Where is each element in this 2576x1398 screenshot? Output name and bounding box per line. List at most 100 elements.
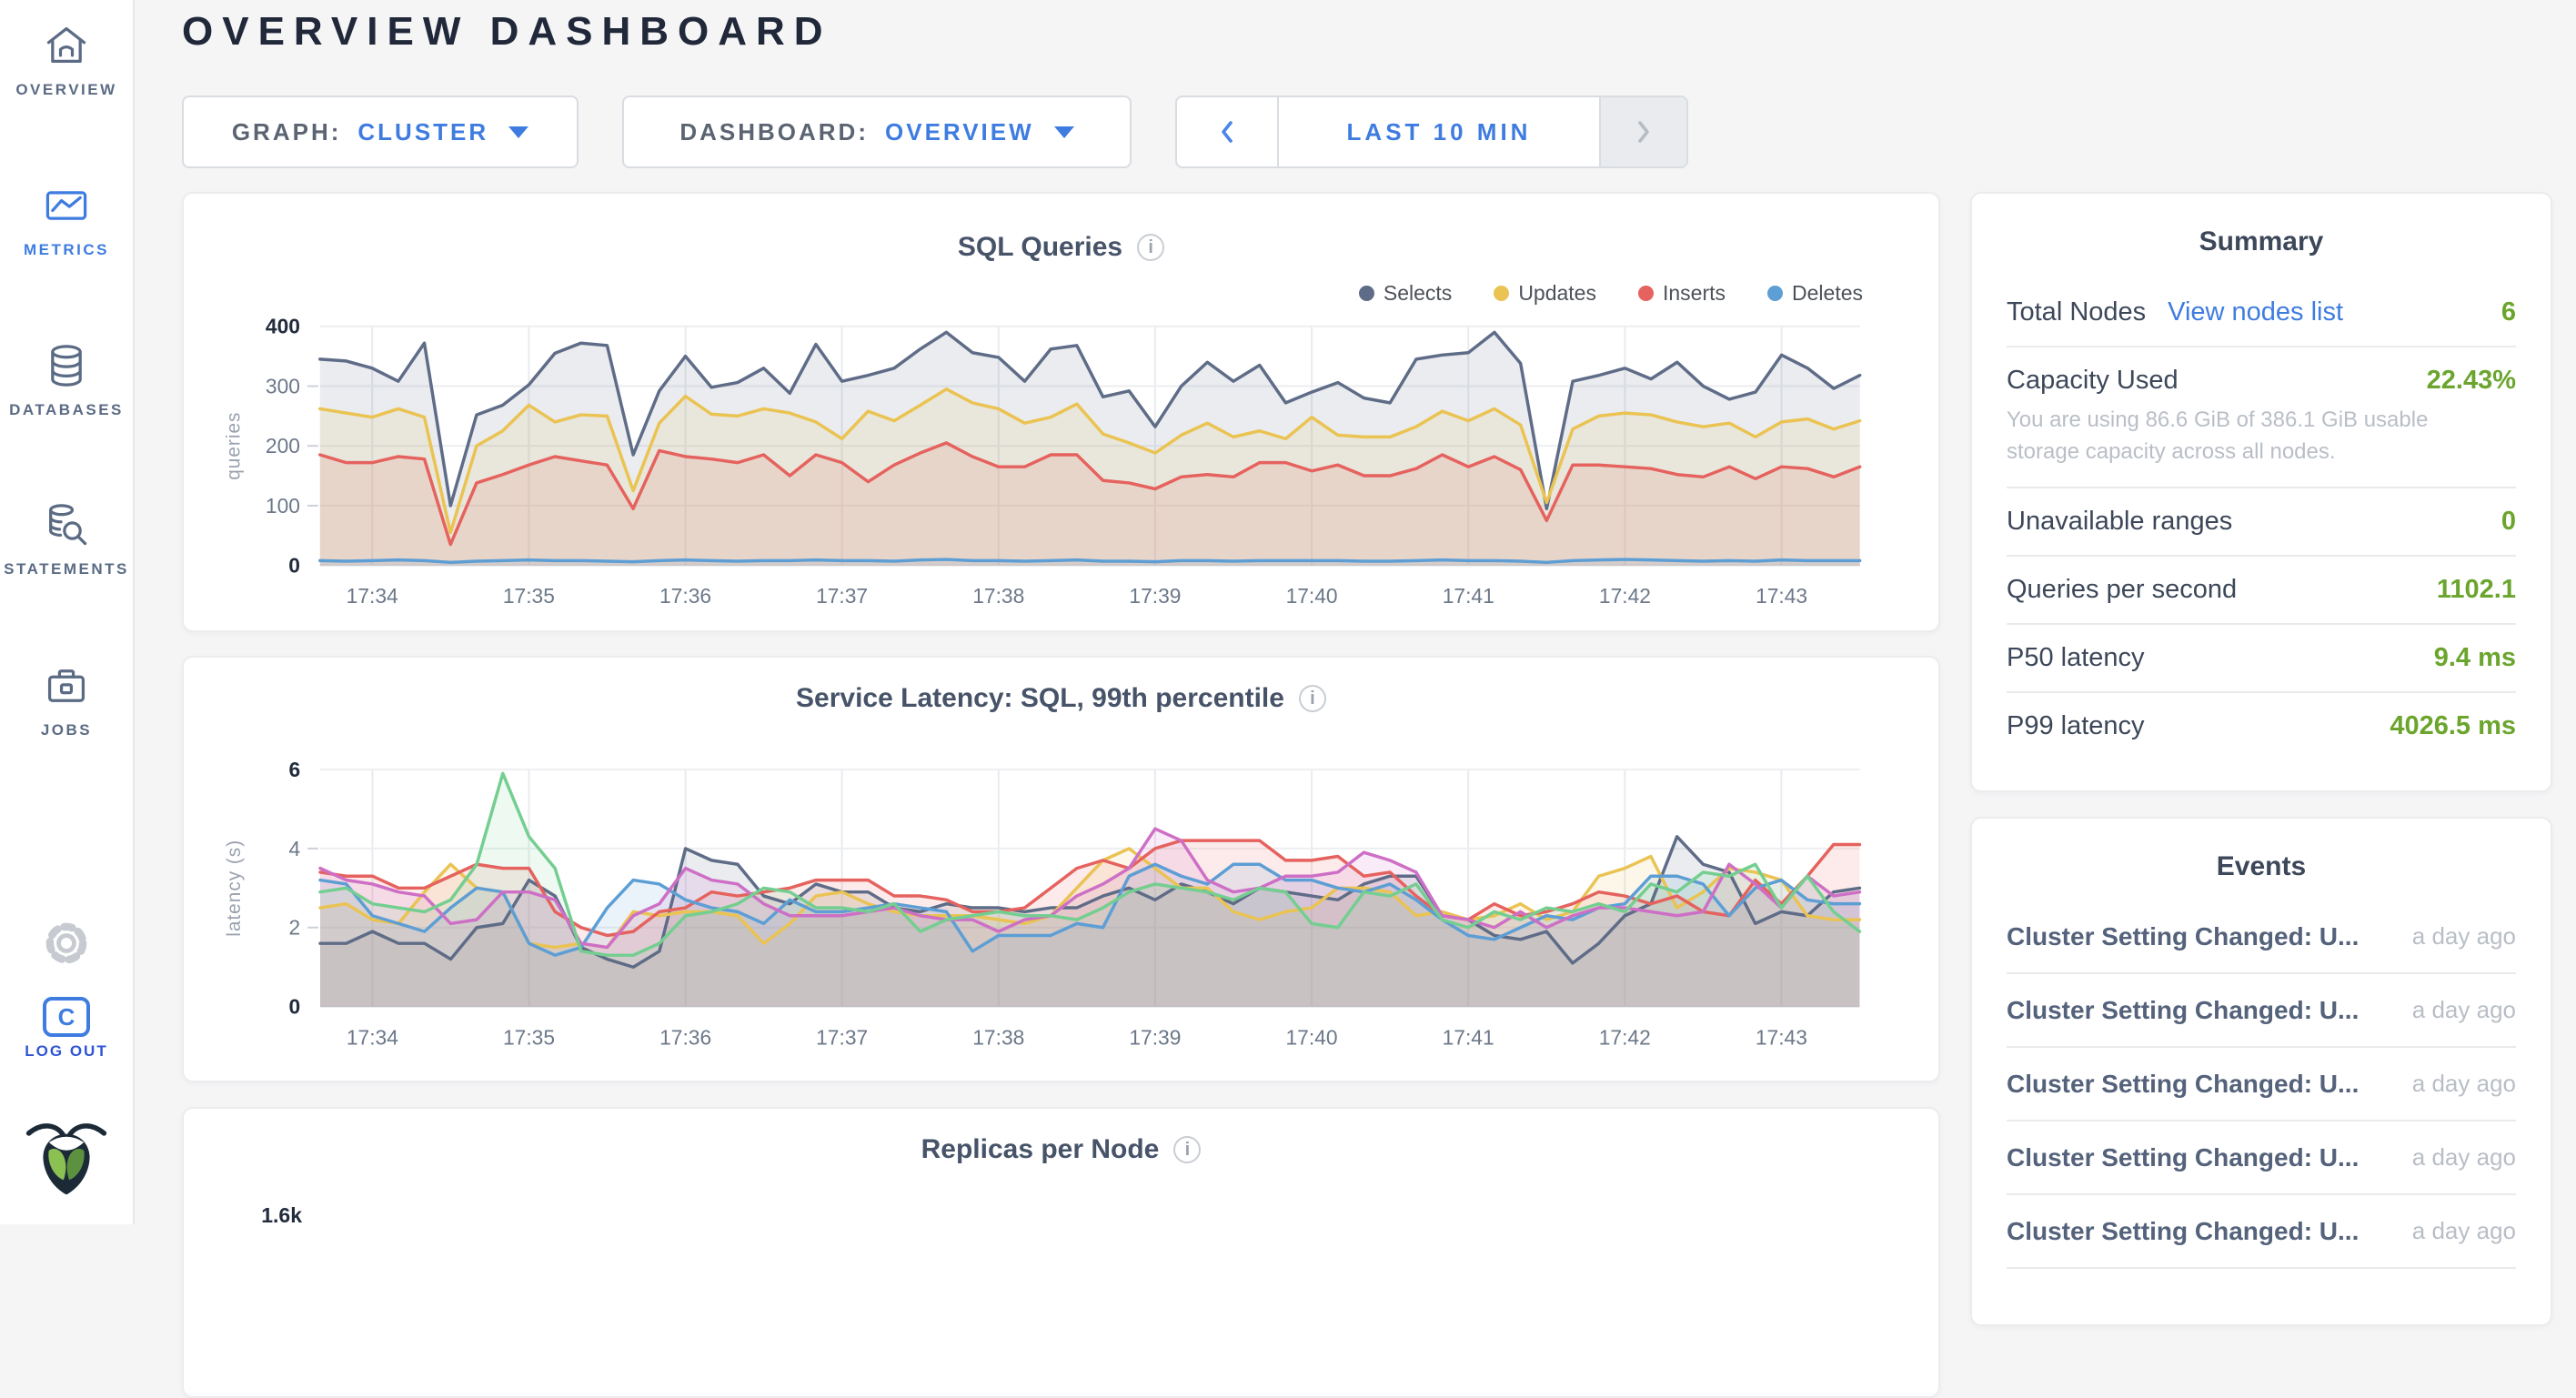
summary-row-label: Capacity Used: [2007, 366, 2179, 395]
summary-row: Capacity Used 22.43% You are using 86.6 Gi…: [2007, 347, 2516, 488]
time-prev-button[interactable]: [1177, 97, 1279, 166]
event-title: Cluster Setting Changed: U...: [2007, 1216, 2360, 1245]
event-title: Cluster Setting Changed: U...: [2007, 995, 2360, 1024]
sidebar-item-databases[interactable]: DATABASES: [0, 342, 133, 419]
sql-queries-chart[interactable]: 17:34 17:35 17:36 17:37 17:38 17:39 17:40 17:41…: [184, 194, 1938, 630]
summary-row-label: P99 latency: [2007, 710, 2145, 740]
event-timestamp: a day ago: [2411, 1217, 2516, 1244]
summary-row: Queries per second 1102.1: [2007, 557, 2516, 625]
time-range-button[interactable]: LAST 10 MIN: [1346, 117, 1532, 146]
svg-text:17:43: 17:43: [1756, 1025, 1807, 1049]
chevron-left-icon: [1222, 121, 1233, 143]
svg-text:2: 2: [289, 916, 301, 940]
logout-label: LOG OUT: [25, 1042, 108, 1060]
svg-text:17:41: 17:41: [1443, 1025, 1494, 1049]
svg-text:17:39: 17:39: [1129, 584, 1181, 608]
legend-dot-icon: [1637, 286, 1654, 301]
summary-row-subtext: You are using 86.6 GiB of 386.1 GiB usab…: [2007, 407, 2429, 464]
info-icon[interactable]: i: [1173, 1136, 1202, 1163]
time-next-button-disabled[interactable]: [1599, 97, 1686, 166]
graph-dropdown-value: CLUSTER: [357, 117, 489, 146]
svg-text:0: 0: [288, 554, 300, 578]
summary-row-value: 6: [2501, 297, 2516, 327]
event-row[interactable]: Cluster Setting Changed: U... a day ago: [2007, 1048, 2516, 1121]
legend-label: Selects: [1383, 281, 1453, 305]
dashboard-dropdown-value: OVERVIEW: [885, 117, 1034, 146]
sidebar-item-metrics[interactable]: METRICS: [0, 182, 133, 259]
home-icon: [43, 26, 90, 73]
database-icon: [43, 345, 90, 393]
svg-text:17:40: 17:40: [1286, 584, 1338, 608]
event-row[interactable]: Cluster Setting Changed: U... a day ago: [2007, 1121, 2516, 1195]
graph-dropdown[interactable]: GRAPH: CLUSTER: [182, 96, 579, 168]
info-icon[interactable]: i: [1298, 685, 1326, 712]
time-range-selector: LAST 10 MIN: [1175, 96, 1688, 168]
events-title: Events: [2216, 851, 2307, 881]
svg-text:17:42: 17:42: [1599, 584, 1651, 608]
event-row[interactable]: Cluster Setting Changed: U... a day ago: [2007, 974, 2516, 1048]
gear-icon: [40, 922, 93, 973]
legend-label: Updates: [1518, 281, 1596, 305]
logout-button[interactable]: C LOG OUT: [0, 997, 133, 1061]
statements-icon: [43, 504, 90, 552]
chevron-right-icon: [1638, 121, 1649, 143]
legend-item-selects[interactable]: Selects: [1358, 281, 1453, 306]
dashboard-dropdown[interactable]: DASHBOARD: OVERVIEW: [622, 96, 1132, 168]
settings-button[interactable]: [0, 917, 133, 974]
event-timestamp: a day ago: [2411, 996, 2516, 1023]
svg-text:17:34: 17:34: [347, 584, 398, 608]
legend-dot-icon: [1358, 286, 1374, 301]
svg-text:200: 200: [266, 434, 300, 458]
legend-label: Inserts: [1662, 281, 1726, 305]
event-timestamp: a day ago: [2411, 922, 2516, 950]
event-row[interactable]: Cluster Setting Changed: U... a day ago: [2007, 900, 2516, 974]
event-timestamp: a day ago: [2411, 1070, 2516, 1097]
cockroachdb-logo-icon: [0, 1115, 133, 1203]
summary-row-label: Unavailable ranges: [2007, 506, 2233, 536]
legend-item-inserts[interactable]: Inserts: [1637, 281, 1726, 306]
summary-row-value: 22.43%: [2426, 366, 2516, 395]
svg-text:latency (s): latency (s): [224, 840, 245, 937]
view-nodes-list-link[interactable]: View nodes list: [2168, 297, 2344, 327]
svg-text:17:43: 17:43: [1756, 584, 1807, 608]
svg-text:17:36: 17:36: [659, 1025, 711, 1049]
event-title: Cluster Setting Changed: U...: [2007, 921, 2360, 950]
svg-text:0: 0: [289, 995, 301, 1019]
event-timestamp: a day ago: [2411, 1143, 2516, 1171]
svg-text:17:35: 17:35: [503, 584, 555, 608]
svg-text:17:35: 17:35: [503, 1025, 555, 1049]
jobs-icon: [43, 669, 90, 713]
chart-title-replicas: Replicas per Node: [921, 1134, 1160, 1164]
summary-row: P99 latency 4026.5 ms: [2007, 693, 2516, 759]
summary-row-label: P50 latency: [2007, 642, 2145, 672]
sidebar-item-statements[interactable]: STATEMENTS: [0, 501, 133, 578]
summary-panel: Summary Total Nodes View nodes list 6 Capac…: [1970, 192, 2552, 792]
replicas-per-node-chart-card: Replicas per Node i 1.6k: [182, 1107, 1940, 1398]
info-icon[interactable]: i: [1137, 234, 1165, 261]
sidebar-item-overview[interactable]: OVERVIEW: [0, 22, 133, 99]
chart-title-sql-queries: SQL Queries: [957, 232, 1123, 262]
legend-item-updates[interactable]: Updates: [1494, 281, 1596, 306]
summary-row-label: Total Nodes: [2007, 297, 2147, 327]
sidebar-item-label: DATABASES: [9, 401, 124, 418]
summary-row: P50 latency 9.4 ms: [2007, 625, 2516, 693]
sidebar-item-jobs[interactable]: JOBS: [0, 662, 133, 739]
summary-row-value: 9.4 ms: [2433, 642, 2516, 672]
summary-row-value: 1102.1: [2436, 574, 2516, 604]
summary-rows: Total Nodes View nodes list 6 Capacity Used…: [2007, 279, 2516, 759]
event-rows: Cluster Setting Changed: U... a day ago Cl…: [2007, 900, 2516, 1269]
chart-title-service-latency: Service Latency: SQL, 99th percentile: [796, 683, 1284, 713]
legend-item-deletes[interactable]: Deletes: [1767, 281, 1863, 306]
event-title: Cluster Setting Changed: U...: [2007, 1142, 2360, 1172]
service-latency-chart[interactable]: 17:34 17:35 17:36 17:37 17:38 17:39 17:40 17:41…: [184, 658, 1938, 1081]
svg-text:17:38: 17:38: [972, 1025, 1024, 1049]
svg-text:17:40: 17:40: [1285, 1025, 1337, 1049]
summary-row: Unavailable ranges 0: [2007, 488, 2516, 557]
svg-text:4: 4: [289, 837, 301, 860]
replicas-ytick-label: 1.6k: [261, 1203, 302, 1227]
svg-text:300: 300: [266, 374, 300, 397]
logout-icon: C: [43, 997, 90, 1037]
event-row[interactable]: Cluster Setting Changed: U... a day ago: [2007, 1195, 2516, 1269]
sidebar-item-label: STATEMENTS: [4, 560, 129, 578]
caret-down-icon: [508, 126, 529, 138]
